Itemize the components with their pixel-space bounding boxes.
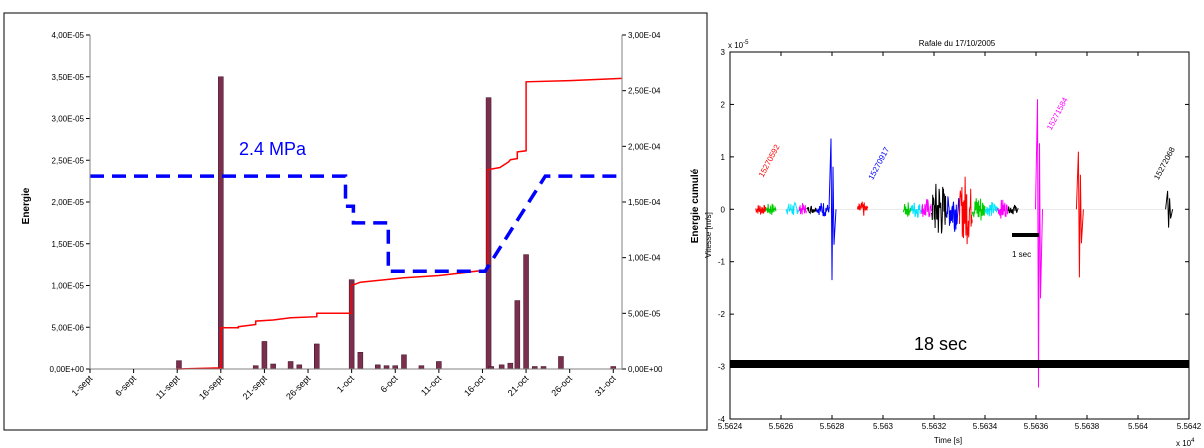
energy-bar xyxy=(261,341,268,370)
energy-y-tick-label: 3,00E-05 xyxy=(52,115,85,124)
seismogram-x-tick-label: 5.563 xyxy=(873,422,894,431)
energy-cumul-y-tick-label: 1,50E-04 xyxy=(628,198,661,207)
energy-bar xyxy=(176,360,182,370)
seismogram-x-tick-label: 5.5632 xyxy=(922,422,947,431)
energy-bar xyxy=(401,354,407,370)
seismogram-x-tick-label: 5.564 xyxy=(1128,422,1149,431)
energy-y-tick-label: 2,00E-05 xyxy=(52,198,85,207)
energy-y-tick-label: 3,50E-05 xyxy=(52,73,85,82)
event-id-label: 15271584 xyxy=(1045,95,1070,131)
energy-cumul-y-tick-label: 1,00E-04 xyxy=(628,254,661,263)
seismic-spike xyxy=(1075,151,1084,278)
seismogram-x-tick-label: 5.5628 xyxy=(820,422,845,431)
eighteen-second-scale-bar xyxy=(730,360,1189,368)
energy-bar xyxy=(252,365,259,370)
seismogram-y-tick-label: -2 xyxy=(718,310,726,319)
seismogram-y-tick-label: 0 xyxy=(721,205,726,214)
seismogram-y-tick-label: -3 xyxy=(718,363,726,372)
seismogram-title: Rafale du 17/10/2005 xyxy=(919,39,996,48)
energy-bar xyxy=(436,361,442,370)
energy-bar xyxy=(314,343,320,370)
energy-cumul-y-tick-label: 0,00E+00 xyxy=(628,365,663,374)
seismic-trace-segment xyxy=(921,198,932,218)
pressure-line xyxy=(90,174,622,274)
energy-bar xyxy=(418,365,425,370)
seismic-trace-segment xyxy=(930,183,948,234)
energy-bar xyxy=(270,363,276,370)
seismogram-y-tick-label: -1 xyxy=(718,258,726,267)
energy-bar xyxy=(218,76,224,370)
seismic-spike xyxy=(1165,190,1174,228)
energy-bar xyxy=(296,364,303,370)
cumulative-energy-line xyxy=(177,77,623,370)
energy-bar xyxy=(485,97,492,370)
event-id-label: 15272068 xyxy=(1152,145,1177,181)
seismic-trace-segment xyxy=(765,203,777,215)
seismic-spike xyxy=(828,138,837,281)
seismic-trace-segment xyxy=(785,201,800,216)
seismic-trace-segment xyxy=(857,201,869,216)
seismic-trace-segment xyxy=(984,201,998,217)
seismic-trace-segment xyxy=(1007,204,1019,215)
energy-cumul-y-axis-label: Energie cumulé xyxy=(690,168,701,243)
seismogram-chart: Rafale du 17/10/2005 -4 -3 -2 -1 0 1 2 3 5.5624 5… xyxy=(704,39,1202,448)
energy-bar xyxy=(383,365,390,370)
seismic-trace-segment xyxy=(806,205,818,215)
energy-bar xyxy=(558,356,564,370)
seismogram-x-tick-label: 5.5638 xyxy=(1075,422,1100,431)
seismogram-x-axis-label: Time [s] xyxy=(934,436,962,445)
seismic-trace-segment xyxy=(910,202,922,218)
seismogram-x-tick-label: 5.5634 xyxy=(973,422,998,431)
event-id-label: 15270592 xyxy=(757,143,782,179)
one-second-scale-bar xyxy=(1012,233,1039,237)
energy-bar xyxy=(523,254,529,370)
energy-y-axis-label: Energie xyxy=(21,187,32,224)
energy-cumul-y-tick-label: 2,00E-04 xyxy=(628,142,661,151)
seismic-trace-segment xyxy=(997,199,1009,219)
seismic-trace-segment xyxy=(798,203,807,215)
energy-chart: 0,00E+00 5,00E-06 1,00E-05 1,50E-05 2,00E-05… xyxy=(3,12,708,431)
seismogram-x-tick-label: 5.5624 xyxy=(718,422,743,431)
seismic-trace-segment xyxy=(946,196,960,232)
energy-bar xyxy=(514,300,521,370)
energy-y-tick-label: 5,00E-06 xyxy=(52,323,85,332)
event-id-label: 15270917 xyxy=(867,145,892,181)
seismic-trace-segment xyxy=(902,202,912,217)
pressure-annotation: 2.4 MPa xyxy=(239,139,307,159)
seismogram-y-axis-label: Vitesse [m/s] xyxy=(704,212,713,258)
seismogram-x-tick-label: 5.5626 xyxy=(769,422,794,431)
seismic-trace-segment xyxy=(971,198,986,221)
energy-y-tick-label: 0,00E+00 xyxy=(50,365,85,374)
energy-cumul-y-tick-label: 5,00E-05 xyxy=(628,309,661,318)
seismogram-y-tick-label: 3 xyxy=(721,48,726,57)
energy-y-tick-label: 1,50E-05 xyxy=(52,240,85,249)
seismic-trace-segment xyxy=(755,204,767,215)
seismic-trace-segment xyxy=(959,176,973,245)
energy-y-tick-label: 1,00E-05 xyxy=(52,282,85,291)
seismic-trace-segment xyxy=(816,202,830,217)
seismogram-y-exponent: x 10-5 xyxy=(728,40,749,50)
seismogram-frame xyxy=(729,51,1190,420)
energy-bar xyxy=(498,364,505,370)
one-second-label: 1 sec xyxy=(1012,250,1031,259)
seismogram-x-tick-label: 5.5636 xyxy=(1024,422,1049,431)
energy-bar xyxy=(392,365,398,370)
seismic-spike xyxy=(1035,99,1043,388)
energy-bar xyxy=(507,362,514,370)
seismogram-y-tick-label: 2 xyxy=(721,100,726,109)
energy-y-tick-label: 4,00E-05 xyxy=(52,31,85,40)
energy-cumul-y-tick-label: 3,00E-04 xyxy=(628,31,661,40)
seismogram-x-tick-label: 5.5642 xyxy=(1177,422,1202,431)
seismogram-y-tick-label: -4 xyxy=(718,415,726,424)
seismogram-y-tick-label: 1 xyxy=(721,153,726,162)
energy-cumul-y-tick-label: 2,50E-04 xyxy=(628,87,661,96)
energy-bar xyxy=(357,352,364,370)
energy-y-tick-label: 2,50E-05 xyxy=(52,156,85,165)
energy-bar xyxy=(375,364,381,370)
energy-bar xyxy=(287,361,294,370)
eighteen-second-label: 18 sec xyxy=(914,334,967,354)
seismogram-x-exponent: x 104 xyxy=(1176,438,1195,448)
